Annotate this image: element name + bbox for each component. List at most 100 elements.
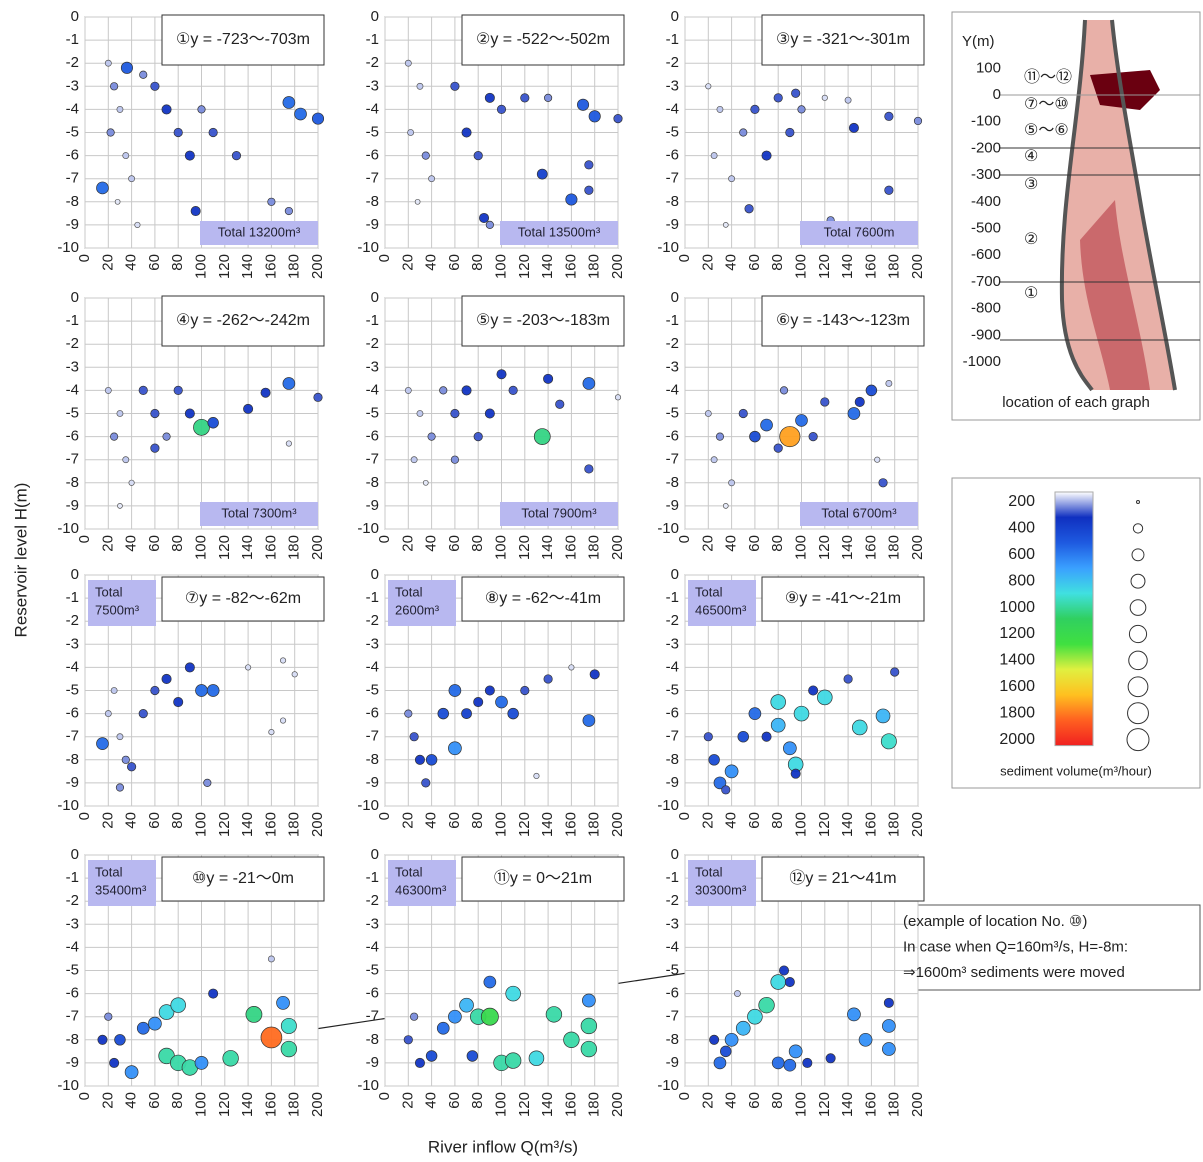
x-tick-label: 200 <box>609 535 626 560</box>
y-tick-label: -8 <box>366 474 379 491</box>
bubble <box>185 663 194 672</box>
y-tick-label: 0 <box>71 289 79 306</box>
x-tick-label: 0 <box>376 254 393 262</box>
panel-title: ④y = -262～-242m <box>176 312 310 329</box>
bubble <box>729 176 735 182</box>
bubble <box>428 433 435 440</box>
x-tick-label: 140 <box>539 1092 556 1117</box>
y-tick-label: -9 <box>366 774 379 791</box>
x-tick-label: 60 <box>146 1092 163 1109</box>
x-tick-label: 80 <box>769 535 786 552</box>
x-tick-label: 40 <box>723 812 740 829</box>
bubble <box>722 786 730 794</box>
bubble <box>148 1017 161 1030</box>
x-tick-label: 80 <box>469 535 486 552</box>
x-tick-label: 180 <box>886 535 903 560</box>
bubble <box>844 675 852 683</box>
bubble <box>615 395 620 400</box>
y-tick-label: -5 <box>366 681 379 698</box>
y-tick-label: -3 <box>366 915 379 932</box>
y-tick-label: -3 <box>366 358 379 375</box>
map-tick-label: -900 <box>971 326 1001 343</box>
map-tick-label: -600 <box>971 246 1001 263</box>
bubble <box>171 998 186 1013</box>
bubble <box>521 94 529 102</box>
bubble <box>585 186 593 194</box>
bubble <box>521 686 529 694</box>
bubble <box>140 71 147 78</box>
y-tick-label: -8 <box>366 1031 379 1048</box>
map-tick-label: 100 <box>976 59 1001 76</box>
bubble <box>467 1051 478 1062</box>
x-tick-label: 120 <box>816 1092 833 1117</box>
bubble <box>485 409 494 418</box>
x-tick-label: 60 <box>746 1092 763 1109</box>
bubble <box>762 732 771 741</box>
y-tick-label: -3 <box>66 77 79 94</box>
bubble <box>408 129 414 135</box>
bubble <box>716 433 723 440</box>
bubble <box>281 1018 296 1033</box>
total-label: Total <box>395 864 423 879</box>
y-tick-label: -1 <box>66 312 79 329</box>
x-tick-label: 120 <box>816 535 833 560</box>
bubble <box>809 432 817 440</box>
y-tick-label: -5 <box>666 404 679 421</box>
y-tick-label: -9 <box>66 497 79 514</box>
bubble <box>798 106 805 113</box>
y-tick-label: -4 <box>366 938 379 955</box>
map-tick-label: -700 <box>971 273 1001 290</box>
bubble <box>796 414 808 426</box>
x-tick-label: 200 <box>909 535 926 560</box>
bubble <box>771 695 786 710</box>
x-tick-label: 80 <box>769 812 786 829</box>
bubble <box>882 1019 895 1032</box>
x-tick-label: 60 <box>146 812 163 829</box>
bubble <box>411 457 417 463</box>
x-tick-label: 140 <box>839 254 856 279</box>
x-tick-label: 120 <box>516 1092 533 1117</box>
y-tick-label: 0 <box>671 846 679 863</box>
bubble <box>281 1041 297 1057</box>
annotation-text: (example of location No. ⑩) <box>903 913 1087 930</box>
y-tick-label: -8 <box>66 751 79 768</box>
y-tick-label: -2 <box>366 612 379 629</box>
y-tick-label: -1 <box>366 312 379 329</box>
bubble <box>577 99 588 110</box>
map-tick-label: -1000 <box>963 353 1001 370</box>
x-tick-label: 60 <box>446 1092 463 1109</box>
bubble <box>246 1006 262 1022</box>
x-tick-label: 0 <box>376 1092 393 1100</box>
bubble <box>115 1034 126 1045</box>
y-tick-label: 0 <box>71 846 79 863</box>
bubble <box>564 1032 580 1048</box>
bubble <box>581 1018 597 1034</box>
bubble <box>129 480 134 485</box>
bubble <box>404 1036 412 1044</box>
bubble <box>826 1054 835 1063</box>
y-tick-label: -6 <box>366 985 379 1002</box>
x-tick-label: 40 <box>423 1092 440 1109</box>
bubble <box>886 380 892 386</box>
bubble <box>448 742 461 755</box>
y-tick-label: -10 <box>657 520 679 537</box>
bubble <box>817 690 832 705</box>
legend-tick-label: 1000 <box>999 599 1035 616</box>
bubble <box>127 762 135 770</box>
bubble <box>882 1043 895 1056</box>
bubble <box>711 457 717 463</box>
y-tick-label: -8 <box>666 1031 679 1048</box>
x-tick-label: 60 <box>746 254 763 271</box>
bubble <box>415 1058 424 1067</box>
x-tick-label: 40 <box>423 254 440 271</box>
x-tick-label: 180 <box>586 535 603 560</box>
x-tick-label: 60 <box>746 535 763 552</box>
x-tick-label: 100 <box>192 535 209 560</box>
bubble <box>437 1022 449 1034</box>
bubble <box>110 83 117 90</box>
bubble <box>314 393 322 401</box>
bubble <box>717 106 723 112</box>
bubble <box>784 1059 796 1071</box>
x-tick-label: 60 <box>446 812 463 829</box>
x-tick-label: 100 <box>192 1092 209 1117</box>
